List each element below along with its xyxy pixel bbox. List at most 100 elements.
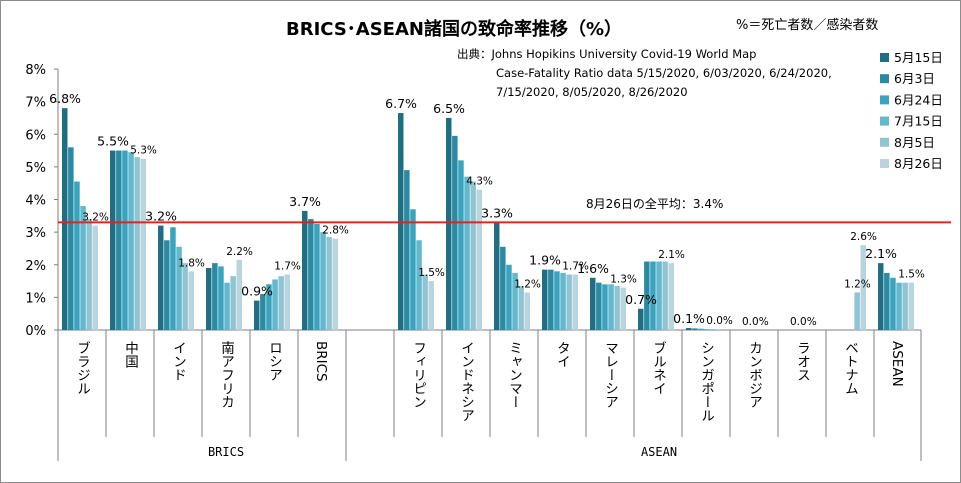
- data-label: 2.2%: [226, 246, 253, 258]
- bar: [236, 259, 242, 330]
- bar: [320, 232, 326, 330]
- category-label: ラオス: [794, 341, 810, 382]
- data-label: 6.8%: [49, 91, 81, 106]
- bar: [224, 282, 230, 330]
- group-label: ASEAN: [641, 445, 677, 459]
- bar: [554, 271, 560, 330]
- data-label: 1.7%: [562, 261, 589, 273]
- category-label: ASEAN: [889, 341, 905, 387]
- bar: [308, 219, 314, 330]
- bar: [602, 284, 608, 330]
- legend-entry: 6月24日: [894, 92, 943, 107]
- bar: [878, 263, 884, 330]
- legend: 5月15日 6月3日 6月24日 7月15日 8月5日 8月26日: [880, 50, 943, 171]
- data-label: 2.1%: [658, 249, 685, 261]
- data-label: 1.2%: [514, 278, 541, 290]
- chart-subtitle: %＝死亡者数／感染者数: [736, 17, 878, 33]
- bar: [80, 206, 86, 330]
- bar: [272, 279, 278, 330]
- data-label: 1.2%: [844, 278, 871, 290]
- data-label: 1.6%: [577, 261, 609, 276]
- bar: [650, 261, 656, 330]
- category-label: カンボジア: [746, 341, 762, 409]
- y-tick-label: 1%: [25, 291, 46, 306]
- category-label: ブラジル: [74, 341, 90, 395]
- bar: [182, 263, 188, 330]
- legend-swatch: [880, 53, 889, 62]
- axes: 0% 1% 2% 3% 4% 5% 6% 7% 8%: [25, 63, 922, 461]
- y-tick-label: 8%: [25, 63, 46, 78]
- bar: [494, 222, 500, 330]
- bar: [908, 282, 914, 330]
- data-label: 1.5%: [898, 269, 925, 281]
- bar: [446, 117, 452, 330]
- bar: [476, 189, 482, 330]
- bar: [470, 181, 476, 330]
- category-label: 南アフリカ: [218, 341, 235, 409]
- data-label: 6.7%: [385, 96, 417, 111]
- bar: [884, 272, 890, 330]
- bar: [566, 274, 572, 330]
- data-label: 0.1%: [673, 311, 705, 326]
- category-label: タイ: [554, 341, 570, 368]
- category-label: フィリピン: [410, 341, 426, 409]
- bar: [524, 292, 530, 330]
- bar: [68, 147, 74, 330]
- data-label: 3.2%: [145, 209, 177, 224]
- bar: [854, 292, 860, 330]
- bar: [416, 240, 422, 330]
- bar: [512, 272, 518, 330]
- legend-entry: 6月3日: [894, 71, 935, 86]
- bar: [116, 150, 122, 330]
- reference-line-label: 8月26日の全平均：3.4%: [586, 196, 723, 211]
- bar: [332, 238, 338, 330]
- category-label: 中国: [122, 341, 138, 369]
- bar: [62, 108, 68, 331]
- data-label: 5.3%: [130, 145, 157, 157]
- category-label: シンガポール: [698, 341, 714, 422]
- data-label: 6.5%: [433, 101, 465, 116]
- source-line-3: 7/15/2020, 8/05/2020, 8/26/2020: [496, 85, 688, 99]
- bar: [110, 150, 116, 330]
- y-tick-label: 6%: [25, 128, 46, 143]
- category-label: ブルネイ: [650, 341, 666, 395]
- bar: [548, 269, 554, 330]
- bar: [188, 271, 194, 330]
- bar: [542, 269, 548, 330]
- bar: [326, 237, 332, 330]
- legend-entry: 8月5日: [894, 135, 935, 150]
- category-label: ミャンマー: [506, 341, 522, 409]
- data-label: 0.7%: [625, 292, 657, 307]
- legend-entry: 8月26日: [894, 156, 943, 171]
- bar: [206, 268, 212, 330]
- bar: [74, 181, 80, 330]
- data-label: 3.7%: [289, 194, 321, 209]
- bar: [686, 328, 692, 330]
- bar: [716, 329, 722, 330]
- bar: [506, 264, 512, 330]
- bar: [452, 135, 458, 330]
- bar: [458, 160, 464, 330]
- data-label: 1.3%: [610, 274, 637, 286]
- bar: [218, 266, 224, 330]
- category-label: ロシア: [266, 341, 282, 382]
- legend-entry: 5月15日: [894, 50, 943, 65]
- y-tick-label: 3%: [25, 226, 46, 241]
- bar: [668, 263, 674, 330]
- bar: [92, 225, 98, 330]
- data-label: 1.9%: [529, 253, 561, 268]
- bar: [404, 170, 410, 330]
- bar: [158, 225, 164, 330]
- bar: [500, 246, 506, 330]
- data-label: 1.8%: [178, 257, 205, 269]
- bar: [260, 294, 266, 330]
- data-label: 3.3%: [481, 205, 513, 220]
- y-tick-label: 5%: [25, 161, 46, 176]
- data-label: 1.5%: [418, 267, 445, 279]
- y-tick-label: 7%: [25, 96, 46, 111]
- data-label: 3.2%: [82, 212, 109, 224]
- data-label: 5.5%: [97, 134, 129, 149]
- data-label: 0.0%: [790, 316, 817, 328]
